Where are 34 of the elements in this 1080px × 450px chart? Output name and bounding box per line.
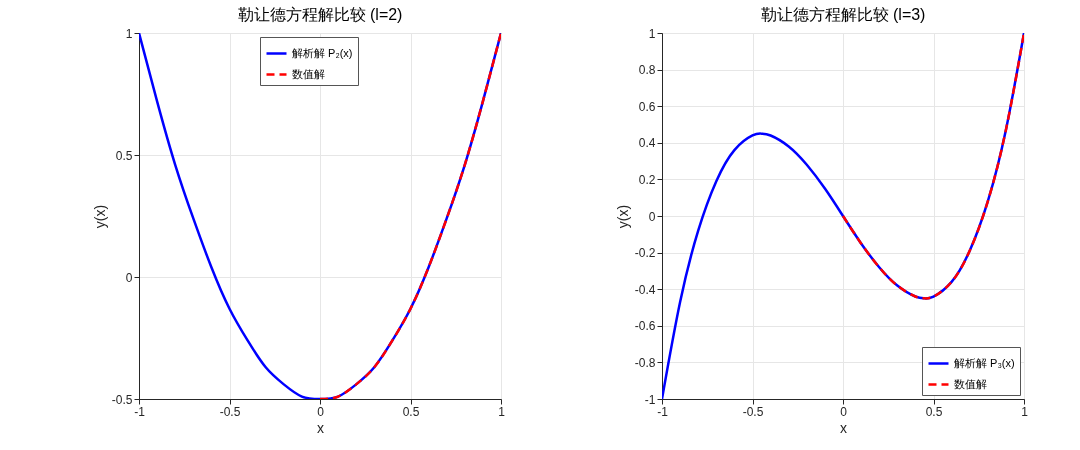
legend-label: 解析解 P₃(x) xyxy=(954,356,1015,369)
chart-title: 勒让德方程解比较 (l=2) xyxy=(237,6,403,23)
x-tick-label: -0.5 xyxy=(219,404,241,419)
x-tick-label: 0 xyxy=(840,404,848,419)
y-tick-label: 0.8 xyxy=(638,63,656,78)
y-tick-label: 1 xyxy=(648,26,656,41)
legend-label: 数值解 xyxy=(292,67,325,80)
y-tick-label: -0.8 xyxy=(634,355,656,370)
y-tick-label: 0 xyxy=(648,209,656,224)
x-tick-label: 0.5 xyxy=(925,404,943,419)
line-series xyxy=(841,33,1024,300)
y-axis-title: y(x) xyxy=(614,204,631,229)
y-tick-label: -0.4 xyxy=(634,282,656,297)
x-tick-label: 0 xyxy=(317,404,325,419)
y-tick-label: -0.2 xyxy=(634,246,656,261)
x-tick-label: -0.5 xyxy=(742,404,764,419)
x-tick-label: 0.5 xyxy=(402,404,420,419)
x-tick-label: 1 xyxy=(498,404,506,419)
y-tick-label: 0.4 xyxy=(638,136,656,151)
y-tick-label: -0.6 xyxy=(634,319,656,334)
y-tick-label: -0.5 xyxy=(111,392,133,407)
y-axis-title: y(x) xyxy=(91,204,108,229)
y-tick-label: 0.6 xyxy=(638,99,656,114)
y-tick-label: 0.2 xyxy=(638,172,656,187)
legend-label: 解析解 P₂(x) xyxy=(292,46,353,59)
x-tick-label: 1 xyxy=(1021,404,1029,419)
y-tick-label: 0.5 xyxy=(115,148,133,163)
x-axis-title: x xyxy=(840,419,847,436)
legend-label: 数值解 xyxy=(954,377,987,390)
x-axis-title: x xyxy=(317,419,324,436)
y-tick-label: -1 xyxy=(644,392,656,407)
y-tick-label: 0 xyxy=(125,270,133,285)
chart-title: 勒让德方程解比较 (l=3) xyxy=(760,6,926,23)
y-tick-label: 1 xyxy=(125,26,133,41)
